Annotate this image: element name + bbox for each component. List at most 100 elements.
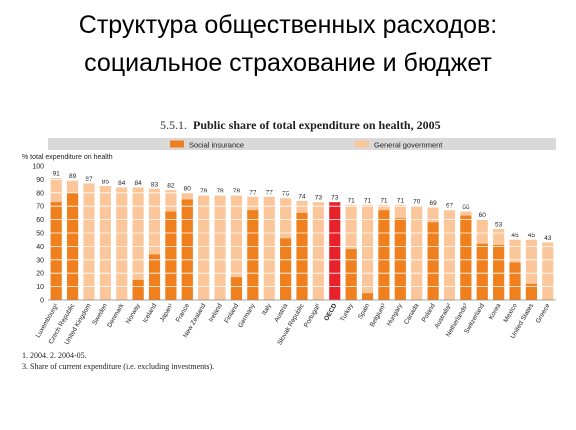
x-tick-label: OECD: [323, 302, 339, 322]
bar-social-insurance: [427, 222, 439, 300]
legend-band: [48, 138, 556, 150]
x-tick-label: Portugal¹: [303, 302, 323, 329]
x-tick-label: Sweden: [91, 302, 109, 326]
legend-label-social-insurance: Social insurance: [189, 141, 244, 150]
bar-value-label: 70: [413, 199, 421, 206]
y-tick-label: 90: [36, 177, 44, 184]
bar-social-insurance: [296, 212, 308, 300]
bar-general-government: [525, 239, 537, 300]
bar-value-label: 84: [135, 180, 143, 187]
bar-value-label: 71: [364, 197, 372, 204]
bar-social-insurance: [132, 279, 144, 300]
bar-value-label: 53: [495, 221, 503, 228]
x-tick-label: Austria: [273, 302, 289, 323]
bar-general-government: [198, 195, 210, 300]
bar-social-insurance: [493, 245, 505, 300]
bar-value-label: 60: [479, 212, 487, 219]
x-tick-label: Japan¹: [159, 302, 175, 323]
x-tick-label: Ireland: [208, 302, 224, 323]
x-tick-label: Mexico: [502, 302, 519, 324]
bar-value-label: 78: [233, 188, 241, 195]
bar-value-label: 73: [331, 195, 339, 202]
x-tick-label: Finland: [223, 302, 240, 324]
x-tick-label: Hungary: [386, 302, 405, 327]
bar-general-government: [361, 204, 374, 300]
bar-value-label: 82: [167, 183, 175, 190]
bar-value-label: 71: [397, 197, 405, 204]
bar-general-government: [230, 195, 243, 300]
bar-value-label: 69: [429, 200, 437, 207]
x-tick-label: Canada: [403, 302, 421, 326]
bar-general-government: [148, 188, 161, 300]
bar-value-label: 84: [118, 180, 126, 187]
bar-value-label: 85: [102, 179, 110, 186]
bar-social-insurance: [165, 211, 177, 300]
bar-value-label: 45: [511, 232, 519, 239]
x-tick-label: Iceland: [142, 302, 159, 324]
x-tick-label: Germany: [237, 302, 257, 329]
bar-general-government: [116, 187, 128, 300]
bar-social-insurance: [345, 249, 357, 300]
bar-value-label: 66: [462, 204, 470, 211]
y-tick-label: 60: [36, 217, 44, 224]
x-tick-label: Poland: [421, 302, 437, 323]
bar-value-label: 80: [184, 185, 192, 192]
bar-social-insurance: [181, 199, 193, 300]
bar-general-government: [443, 210, 456, 300]
bar-social-insurance: [476, 243, 488, 300]
y-tick-label: 0: [40, 298, 44, 305]
bar-social-insurance: [460, 215, 472, 300]
y-tick-label: 70: [36, 204, 44, 211]
bar-value-label: 78: [200, 188, 208, 195]
x-tick-label: Korea: [488, 302, 503, 321]
y-tick-label: 30: [36, 257, 44, 264]
slide-title-line-2: социальное страхование и бюджет: [84, 49, 492, 77]
y-tick-label: 50: [36, 231, 44, 238]
bar-value-label: 73: [315, 195, 323, 202]
bar-chart: Social insurance General government % tota…: [22, 138, 556, 346]
bar-social-insurance: [247, 210, 259, 300]
y-tick-label: 100: [32, 164, 44, 171]
bar-value-label: 83: [151, 181, 159, 188]
y-tick-label: 20: [36, 271, 44, 278]
bar-social-insurance: [280, 238, 292, 300]
footnotes: 1. 2004. 2. 2004-05. 3. Share of current…: [22, 350, 214, 372]
bar-general-government: [263, 196, 275, 300]
bar-general-government: [132, 187, 144, 300]
legend-swatch-general-government: [355, 140, 369, 148]
y-tick-label: 10: [36, 284, 44, 291]
bar-value-label: 43: [544, 235, 552, 242]
bar-value-label: 74: [298, 193, 306, 200]
bar-social-insurance: [525, 283, 537, 300]
slide-title-line-1: Структура общественных расходов:: [78, 11, 498, 39]
bar-value-label: 78: [216, 188, 224, 195]
x-tick-label: Turkey: [339, 302, 355, 323]
bar-social-insurance: [509, 262, 521, 300]
y-tick-label: 40: [36, 244, 44, 251]
bar-value-label: 45: [528, 232, 536, 239]
x-tick-label: Italy: [261, 302, 273, 316]
legend-label-general-government: General government: [374, 141, 443, 150]
bar-social-insurance: [50, 202, 62, 300]
footnote-line-2: 3. Share of current expenditure (i.e. ex…: [22, 362, 215, 371]
bar-value-label: 71: [380, 197, 388, 204]
x-tick-label: France: [175, 302, 191, 323]
bar-general-government: [542, 242, 554, 300]
legend-swatch-social-insurance: [170, 140, 184, 148]
bar-general-government: [99, 186, 111, 300]
chart-title-text: Public share of total expenditure on hea…: [193, 118, 441, 132]
bar-social-insurance: [230, 277, 243, 300]
bar-social-insurance: [394, 218, 406, 300]
bar-value-label: 89: [69, 173, 77, 180]
bar-general-government: [214, 195, 226, 300]
x-tick-label: Denmark: [106, 302, 126, 329]
bar-general-government: [312, 202, 324, 300]
bar-oecd: [329, 202, 341, 300]
x-tick-label: Spain: [357, 302, 372, 320]
bar-social-insurance: [361, 293, 374, 300]
x-tick-label: Greece: [535, 302, 552, 324]
y-tick-label: 80: [36, 190, 44, 197]
x-tick-label: Norway: [125, 302, 142, 325]
bar-social-insurance: [378, 210, 390, 300]
bar-value-label: 76: [282, 191, 290, 198]
